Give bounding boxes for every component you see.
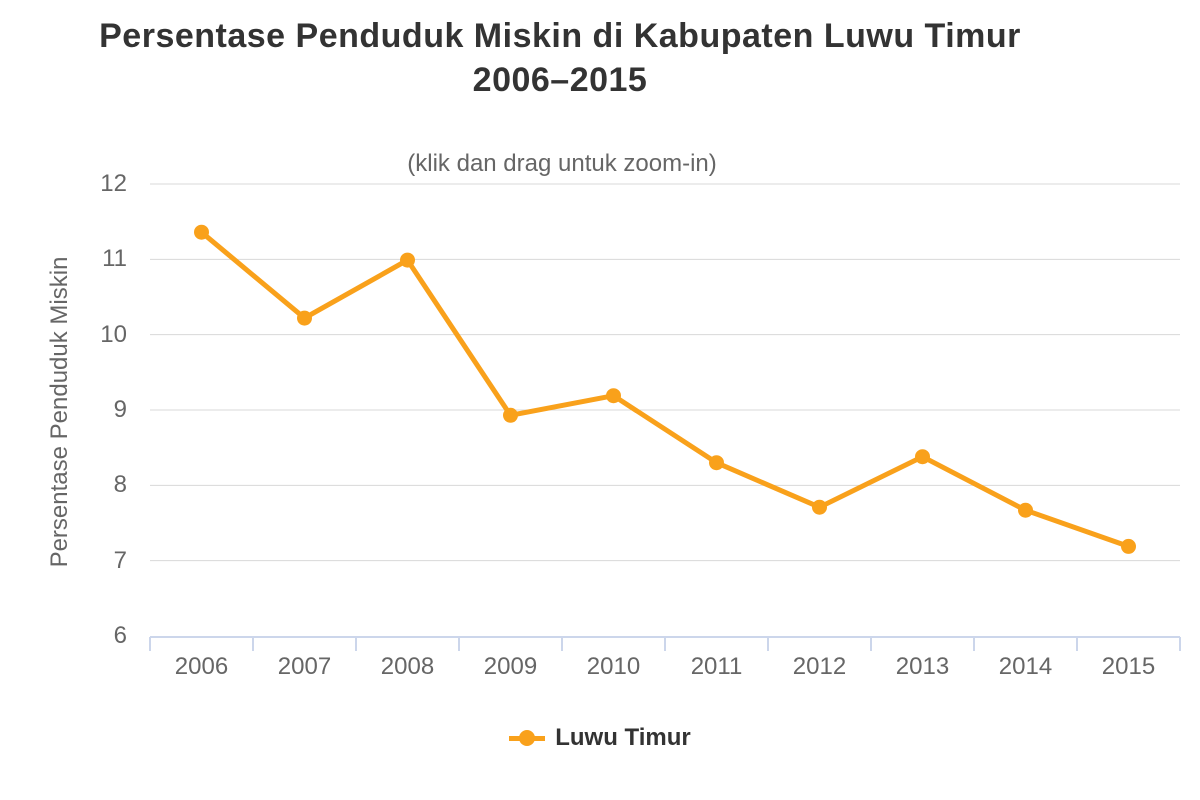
y-tick-label-12: 12 <box>100 170 127 197</box>
y-tick-label-7: 7 <box>113 546 127 574</box>
x-tick-label-2013: 2013 <box>895 653 950 680</box>
data-point-2008[interactable] <box>400 252 415 268</box>
legend: Luwu Timur <box>0 724 1200 752</box>
data-point-2006[interactable] <box>194 224 209 240</box>
legend-series-marker-icon <box>509 729 546 747</box>
data-point-2012[interactable] <box>812 499 827 515</box>
data-point-2010[interactable] <box>606 388 621 404</box>
y-tick-label-10: 10 <box>100 320 127 348</box>
y-tick-label-8: 8 <box>113 471 127 499</box>
x-tick-label-2011: 2011 <box>690 653 743 680</box>
legend-label: Luwu Timur <box>555 724 691 751</box>
chart-subtitle: (klik dan drag untuk zoom-in) <box>407 150 717 177</box>
data-point-2011[interactable] <box>709 455 724 471</box>
x-tick-label-2014: 2014 <box>998 653 1053 680</box>
data-point-2009[interactable] <box>503 407 518 423</box>
data-point-2014[interactable] <box>1018 502 1033 518</box>
y-tick-label-6: 6 <box>113 622 127 649</box>
x-tick-label-2009: 2009 <box>483 653 538 680</box>
series-line-luwu-timur <box>199 229 1131 549</box>
x-tick-label-2010: 2010 <box>586 653 641 680</box>
x-tick-label-2007: 2007 <box>277 653 332 680</box>
x-tick-label-2008: 2008 <box>380 653 435 680</box>
x-tick-label-2015: 2015 <box>1101 653 1156 680</box>
legend-item-luwu-timur[interactable]: Luwu Timur <box>509 724 691 752</box>
x-tick-label-2006: 2006 <box>174 653 229 680</box>
data-point-2007[interactable] <box>297 310 312 326</box>
data-point-2013[interactable] <box>915 449 930 465</box>
chart-title-line2: 2006–2015 <box>472 61 648 99</box>
y-tick-label-11: 11 <box>102 245 127 273</box>
chart-title: Persentase Penduduk Miskin di Kabupaten … <box>0 14 1120 102</box>
y-tick-label-9: 9 <box>113 396 127 423</box>
data-point-2015[interactable] <box>1121 538 1136 554</box>
chart-title-line1: Persentase Penduduk Miskin di Kabupaten … <box>99 17 1021 55</box>
x-tick-label-2012: 2012 <box>792 653 847 680</box>
